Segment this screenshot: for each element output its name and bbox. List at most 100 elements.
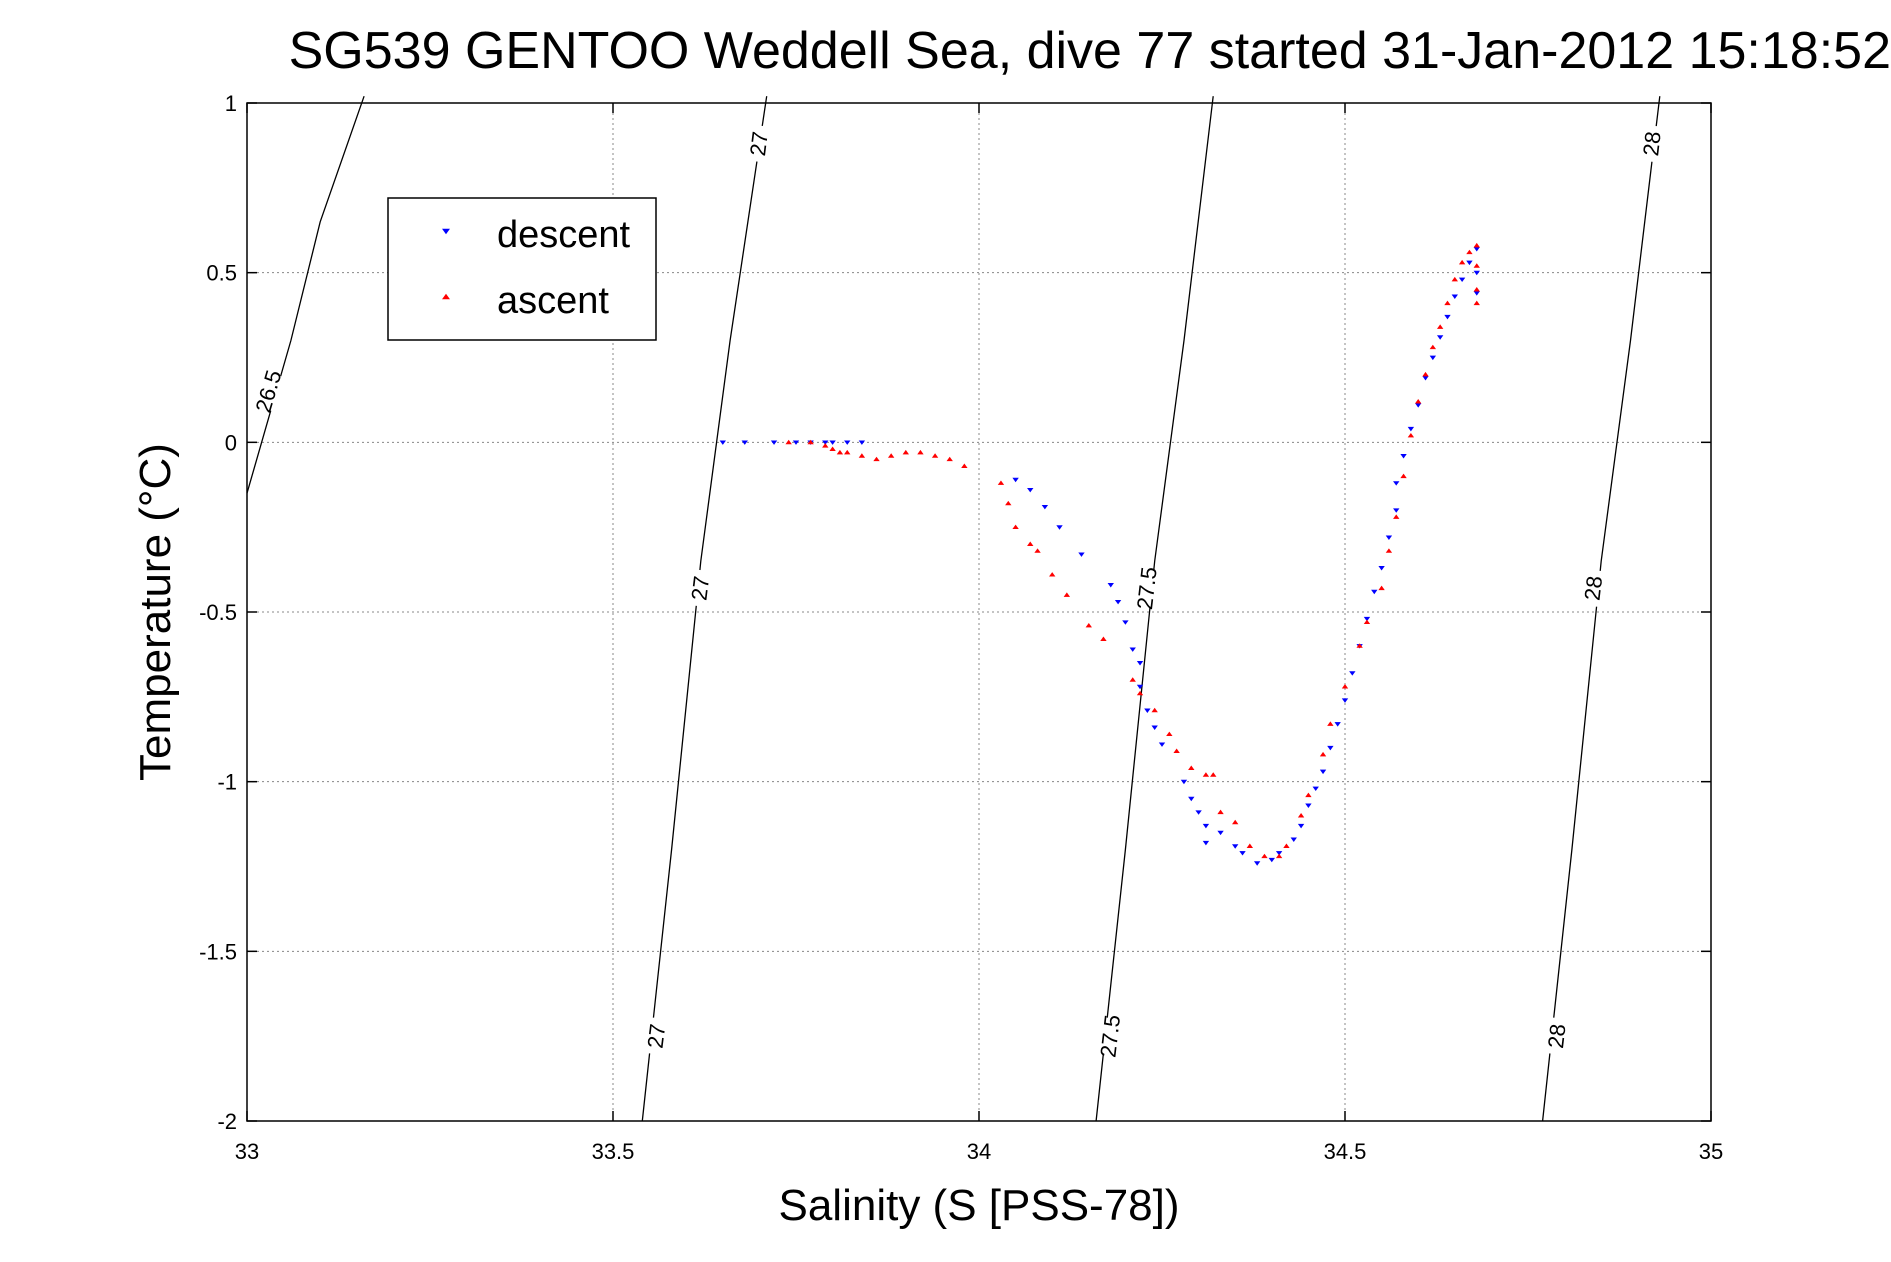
- ascent-point: [1188, 765, 1195, 770]
- legend-marker-ascent: [442, 293, 450, 300]
- legend-label-ascent: ascent: [497, 280, 609, 322]
- ascent-point: [1415, 399, 1422, 404]
- descent-point: [1239, 851, 1246, 856]
- isopycnal-label-bg: [1567, 567, 1620, 609]
- ascent-point: [1363, 619, 1371, 625]
- isopycnal-label-bg: [630, 1015, 683, 1057]
- ascent-point: [1063, 592, 1071, 597]
- ascent-point: [1202, 772, 1210, 777]
- descent-point: [1202, 840, 1210, 846]
- ascent-point: [807, 439, 814, 445]
- descent-point: [1400, 454, 1407, 459]
- ascent-point: [1451, 276, 1458, 282]
- ascent-point: [961, 463, 968, 468]
- descent-point: [1217, 830, 1224, 836]
- ascent-point: [829, 446, 836, 451]
- legend-marker-descent: [442, 228, 450, 235]
- axis-ticks: 33 33.5 34 34.5 35 -2 -1.5 -1 -0.5 0 0.5 1: [199, 91, 1723, 1164]
- descent-point: [1378, 566, 1385, 571]
- ascent-point: [1027, 541, 1034, 546]
- isopycnal-line-27.5: [1095, 96, 1214, 1122]
- ascent-point: [1129, 677, 1136, 682]
- ascent-point: [1151, 707, 1158, 713]
- ascent-point: [1473, 242, 1480, 248]
- y-tick-label: -1: [217, 770, 237, 795]
- chart-title: SG539 GENTOO Weddell Sea, dive 77 starte…: [289, 22, 1891, 80]
- descent-point: [1136, 661, 1144, 666]
- descent-point: [719, 440, 726, 445]
- y-tick-label: 0: [225, 430, 237, 455]
- isopycnal-line-28: [1541, 96, 1661, 1122]
- isopycnal-label-bg: [1084, 1015, 1137, 1057]
- descent-point: [770, 440, 778, 445]
- ascent-point: [858, 453, 866, 458]
- descent-point: [1334, 722, 1341, 727]
- ascent-point: [1261, 853, 1268, 859]
- ascent-point: [1173, 748, 1180, 753]
- descent-point: [792, 440, 800, 445]
- descent-point: [1429, 355, 1437, 361]
- ascent-point: [1341, 684, 1349, 689]
- isopycnal-label-bg: [240, 367, 298, 416]
- ascent-point: [873, 456, 880, 462]
- ascent-point: [822, 443, 829, 448]
- x-tick-label: 33: [235, 1139, 259, 1164]
- x-tick-label: 34.5: [1324, 1139, 1367, 1164]
- ascent-point: [1378, 585, 1385, 591]
- descent-point: [1327, 745, 1334, 751]
- descent-point: [844, 440, 851, 445]
- legend-label-descent: descent: [497, 214, 631, 256]
- descent-point: [1436, 335, 1444, 340]
- y-tick-label: -0.5: [199, 600, 237, 625]
- ascent-point: [887, 453, 895, 458]
- descent-point: [1180, 779, 1188, 785]
- isopycnal-label-bg: [733, 122, 786, 165]
- isopycnal-label: 27: [745, 130, 773, 157]
- ascent-point: [1297, 813, 1305, 818]
- descent-point: [1393, 481, 1400, 486]
- isopycnal-label: 27.5: [1132, 565, 1162, 610]
- ascent-point: [1246, 843, 1254, 849]
- isopycnal-label: 28: [1638, 130, 1666, 157]
- descent-point: [1195, 810, 1202, 815]
- descent-point: [1188, 796, 1195, 802]
- ascent-point: [844, 449, 851, 455]
- ascent-point: [1034, 548, 1041, 553]
- legend-box: [387, 197, 657, 341]
- isopycnal-label: 27: [686, 575, 714, 602]
- ascent-point: [1429, 344, 1437, 350]
- isopycnal-label: 27: [643, 1022, 671, 1049]
- descent-point: [1275, 851, 1283, 856]
- descent-point: [1290, 837, 1297, 842]
- y-tick-label: -1.5: [199, 939, 237, 964]
- descent-point: [1122, 620, 1129, 625]
- ascent-point: [1275, 853, 1283, 859]
- descent-point: [1451, 294, 1458, 300]
- descent-point: [1041, 504, 1049, 510]
- isopycnal-line-27: [641, 96, 768, 1122]
- legend: descent ascent: [387, 197, 657, 341]
- isopycnal-label: 28: [1580, 575, 1608, 602]
- isopycnal-label-bg: [1531, 1015, 1584, 1057]
- ascent-point: [1210, 772, 1217, 777]
- ascent-point: [1444, 300, 1451, 306]
- x-tick-label: 33.5: [592, 1139, 635, 1164]
- ascent-point: [1473, 263, 1480, 268]
- data-points: [719, 242, 1480, 866]
- descent-point: [1136, 684, 1144, 690]
- ascent-point: [836, 449, 844, 455]
- ascent-point: [1393, 514, 1400, 519]
- ascent-point: [1319, 751, 1327, 757]
- y-tick-label: 0.5: [206, 261, 237, 286]
- descent-point: [1027, 487, 1034, 493]
- descent-point: [1151, 725, 1158, 730]
- descent-point: [1253, 861, 1261, 866]
- isopycnal-label-bg: [1626, 123, 1679, 165]
- x-axis-label: Salinity (S [PSS-78]): [778, 1181, 1179, 1230]
- descent-point: [1371, 589, 1378, 595]
- y-axis-label: Temperature (°C): [131, 443, 180, 781]
- ascent-point: [917, 449, 924, 455]
- descent-point: [1349, 671, 1356, 676]
- ascent-point: [1283, 843, 1290, 849]
